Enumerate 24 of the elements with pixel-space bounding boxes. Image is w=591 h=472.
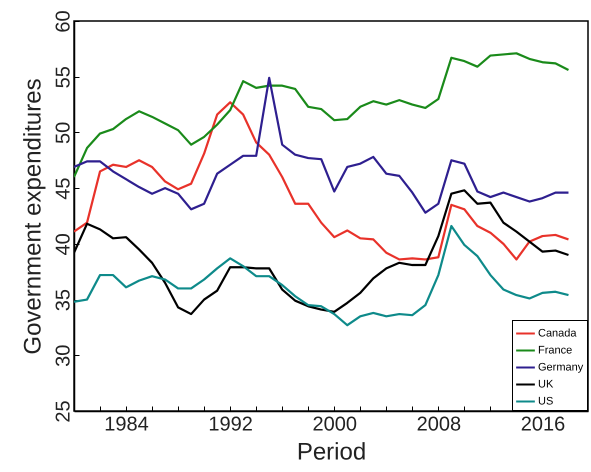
y-tick-label: 40	[52, 233, 74, 256]
x-tick-label: 1992	[208, 414, 253, 436]
y-tick-label: 50	[52, 122, 74, 144]
y-tick-label: 45	[52, 178, 74, 200]
legend-label: Canada	[538, 328, 578, 340]
y-tick-label: 55	[52, 66, 74, 88]
line-series	[74, 101, 570, 261]
line-series	[74, 52, 570, 178]
y-tick-label: 35	[52, 288, 74, 312]
legend-label: Germany	[538, 362, 584, 374]
y-tick-label: 60	[52, 10, 74, 33]
x-tick-label: 2000	[312, 414, 358, 436]
line-series	[74, 224, 570, 326]
legend-label: US	[538, 396, 554, 408]
x-axis-title: Period	[296, 438, 366, 466]
x-tick-label: 2016	[520, 414, 566, 436]
legend-label: UK	[538, 378, 554, 390]
x-tick-label: 2008	[416, 414, 462, 436]
line-series	[74, 76, 570, 214]
y-tick-label: 30	[52, 344, 74, 367]
legend-label: France	[538, 344, 572, 356]
y-tick-label: 25	[52, 400, 74, 423]
x-tick-label: 1984	[104, 414, 149, 436]
y-axis-title: Government expenditures	[20, 78, 46, 355]
